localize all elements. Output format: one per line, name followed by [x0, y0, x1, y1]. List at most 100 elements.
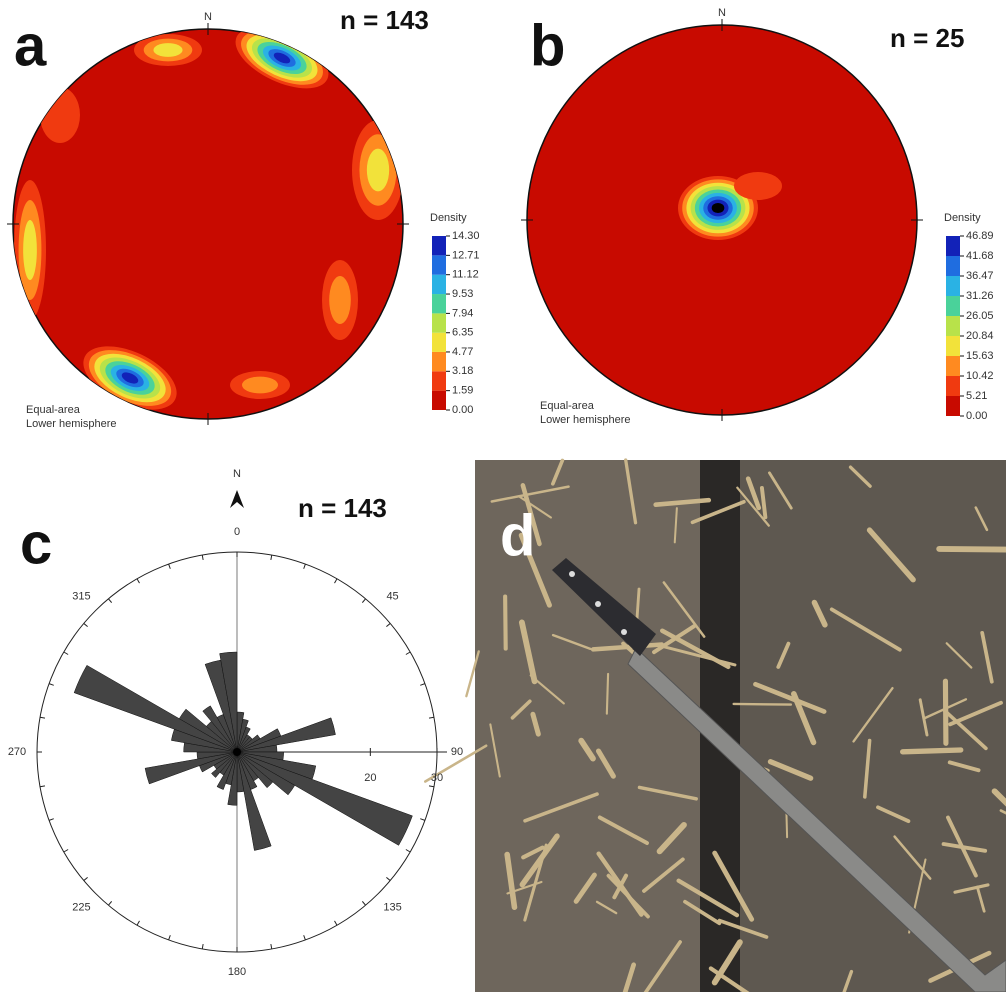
note: Equal-area: [540, 400, 595, 412]
sample-count: n = 143: [340, 5, 429, 35]
angle-tick: [64, 850, 68, 853]
contour: [153, 43, 182, 57]
figure: d NDensity0.001.593.184.776.357.949.5311…: [0, 0, 1006, 992]
colorbar-band: [946, 336, 960, 356]
colorbar-band: [432, 294, 446, 313]
contour: [367, 149, 389, 192]
contour: [329, 276, 351, 324]
contour: [23, 220, 37, 280]
north-label: N: [718, 7, 726, 19]
angle-tick: [84, 623, 88, 626]
note: Lower hemisphere: [540, 414, 631, 426]
angle-tick: [84, 877, 88, 880]
theta-label: 225: [72, 901, 90, 913]
angle-tick: [169, 935, 171, 940]
angle-tick: [49, 819, 54, 821]
straw-piece: [939, 549, 1006, 550]
angle-tick: [137, 921, 140, 925]
colorbar-band: [946, 256, 960, 276]
straw-piece: [607, 674, 608, 714]
colorbar-label: 4.77: [452, 346, 473, 358]
straw-piece: [903, 750, 961, 752]
r-tick-label: 20: [364, 772, 376, 784]
colorbar-label: 5.21: [966, 390, 987, 402]
colorbar-band: [432, 255, 446, 274]
angle-tick: [271, 944, 272, 949]
colorbar-label: 6.35: [452, 327, 473, 339]
center: [233, 748, 241, 756]
colorbar-band: [946, 376, 960, 396]
colorbar-label: 0.00: [452, 404, 473, 416]
angle-tick: [335, 921, 338, 925]
rivet: [595, 601, 601, 607]
angle-tick: [40, 786, 45, 787]
angle-tick: [108, 901, 111, 905]
colorbar-label: 15.63: [966, 350, 994, 362]
theta-label: 270: [8, 746, 26, 758]
angle-tick: [406, 652, 410, 655]
photo-panel: d: [425, 460, 1006, 992]
panel-label: b: [530, 13, 565, 78]
colorbar-label: 26.05: [966, 310, 994, 322]
angle-tick: [406, 850, 410, 853]
colorbar-label: 1.59: [452, 385, 473, 397]
colorbar-label: 0.00: [966, 410, 987, 422]
colorbar-band: [432, 371, 446, 390]
angle-tick: [202, 944, 203, 949]
north-label: N: [233, 468, 241, 480]
colorbar-band: [946, 236, 960, 256]
angle-tick: [420, 684, 425, 686]
theta-label: 0: [234, 526, 240, 538]
angle-tick: [386, 877, 390, 880]
theta-label: 315: [72, 590, 90, 602]
colorbar-band: [432, 333, 446, 352]
colorbar-label: 41.68: [966, 250, 994, 262]
colorbar-label: 46.89: [966, 230, 994, 242]
sample-count: n = 25: [890, 23, 964, 53]
colorbar-band: [946, 316, 960, 336]
colorbar-band: [432, 352, 446, 371]
angle-tick: [108, 599, 111, 603]
note: Lower hemisphere: [26, 418, 117, 430]
rivet: [621, 629, 627, 635]
north-arrow: [230, 490, 244, 508]
angle-tick: [304, 564, 306, 569]
legend-title: Density: [430, 212, 467, 224]
angle-tick: [202, 555, 203, 560]
colorbar-label: 7.94: [452, 307, 473, 319]
sample-count: n = 143: [298, 493, 387, 523]
theta-label: 90: [451, 746, 463, 758]
panel-label: a: [14, 13, 47, 78]
angle-tick: [304, 935, 306, 940]
panel-label: d: [500, 503, 535, 568]
colorbar-band: [432, 275, 446, 294]
theta-label: 45: [386, 590, 398, 602]
straw-piece: [505, 597, 506, 649]
angle-tick: [169, 564, 171, 569]
angle-tick: [271, 555, 272, 560]
note: Equal-area: [26, 404, 81, 416]
colorbar-band: [432, 313, 446, 332]
theta-label: 135: [383, 901, 401, 913]
angle-tick: [335, 579, 338, 583]
colorbar-band: [946, 276, 960, 296]
colorbar-band: [432, 391, 446, 410]
colorbar-label: 12.71: [452, 249, 480, 261]
panel-label: c: [20, 511, 52, 576]
colorbar-band: [946, 396, 960, 416]
contour: [734, 172, 782, 200]
angle-tick: [64, 652, 68, 655]
angle-tick: [49, 684, 54, 686]
angle-tick: [429, 786, 434, 787]
colorbar-band: [946, 356, 960, 376]
straw-piece: [786, 812, 787, 838]
north-label: N: [204, 11, 212, 23]
angle-tick: [362, 599, 365, 603]
colorbar-label: 31.26: [966, 290, 994, 302]
net-circle: [13, 29, 403, 419]
angle-tick: [362, 901, 365, 905]
r-tick-label: 30: [431, 772, 443, 784]
legend-title: Density: [944, 212, 981, 224]
colorbar-label: 11.12: [452, 269, 479, 281]
angle-tick: [420, 819, 425, 821]
